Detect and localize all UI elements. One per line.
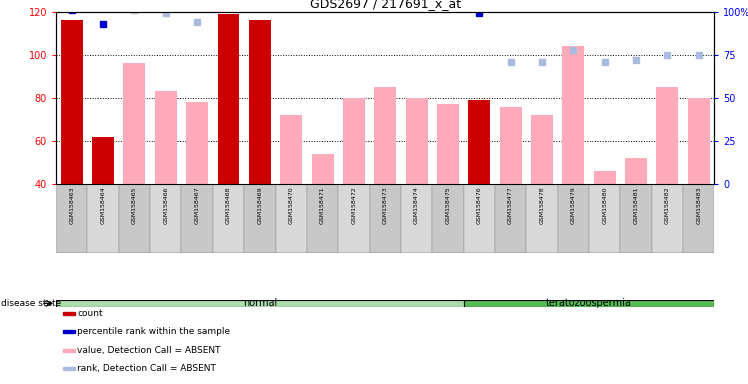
Text: GSM158478: GSM158478 (539, 186, 545, 224)
Text: GSM158466: GSM158466 (163, 186, 168, 224)
Bar (656, 87, 678, 184)
Bar (119, 184, 150, 253)
Bar (495, 184, 527, 253)
Text: GSM158481: GSM158481 (634, 186, 639, 224)
Bar (244, 184, 275, 253)
Text: GSM158472: GSM158472 (352, 186, 356, 224)
Bar (594, 171, 616, 184)
Bar (56, 184, 88, 253)
Bar (652, 184, 683, 253)
Bar (432, 184, 464, 253)
Text: GSM158467: GSM158467 (194, 186, 200, 224)
Text: GSM158470: GSM158470 (289, 186, 294, 224)
Text: disease state: disease state (1, 299, 62, 308)
Bar (182, 184, 213, 253)
Text: GSM158476: GSM158476 (476, 186, 482, 224)
Bar (213, 184, 244, 253)
Text: GSM158483: GSM158483 (696, 186, 701, 224)
Text: rank, Detection Call = ABSENT: rank, Detection Call = ABSENT (77, 364, 216, 373)
Bar (88, 184, 119, 253)
Text: GSM158468: GSM158468 (226, 186, 231, 224)
Bar (123, 63, 145, 184)
Bar (401, 184, 432, 253)
Bar (307, 184, 338, 253)
Bar (437, 104, 459, 184)
Bar (150, 184, 182, 253)
Bar (531, 115, 553, 184)
Text: GSM158475: GSM158475 (445, 186, 450, 224)
Bar (405, 98, 428, 184)
Text: percentile rank within the sample: percentile rank within the sample (77, 327, 230, 336)
Bar (218, 14, 239, 184)
Bar (63, 312, 75, 315)
Text: GSM158482: GSM158482 (665, 186, 669, 224)
Bar (63, 349, 75, 352)
Bar (468, 100, 490, 184)
Text: count: count (77, 309, 102, 318)
Text: GSM158471: GSM158471 (320, 186, 325, 224)
Text: GSM158477: GSM158477 (508, 186, 513, 224)
Bar (63, 330, 75, 333)
Text: normal: normal (242, 298, 277, 308)
Bar (338, 184, 370, 253)
Text: GSM158465: GSM158465 (132, 186, 137, 224)
Text: GSM158463: GSM158463 (70, 186, 74, 224)
Bar (280, 115, 302, 184)
Bar (557, 184, 589, 253)
Bar (625, 158, 647, 184)
Bar (683, 184, 714, 253)
Bar (464, 184, 495, 253)
Title: GDS2697 / 217691_x_at: GDS2697 / 217691_x_at (310, 0, 461, 10)
Bar (186, 102, 208, 184)
Bar (343, 98, 365, 184)
Bar (527, 184, 557, 253)
Text: GSM158473: GSM158473 (383, 186, 387, 224)
Bar (687, 98, 710, 184)
Bar (464, 300, 714, 307)
Text: GSM158479: GSM158479 (571, 186, 576, 224)
Text: GSM158469: GSM158469 (257, 186, 263, 224)
Bar (620, 184, 652, 253)
Bar (155, 91, 177, 184)
Text: value, Detection Call = ABSENT: value, Detection Call = ABSENT (77, 346, 221, 355)
Text: GSM158464: GSM158464 (101, 186, 105, 224)
Bar (63, 367, 75, 370)
Text: GSM158480: GSM158480 (602, 186, 607, 224)
Bar (374, 87, 396, 184)
Bar (56, 300, 464, 307)
Bar (370, 184, 401, 253)
Text: teratozoospermia: teratozoospermia (546, 298, 632, 308)
Bar (61, 20, 83, 184)
Bar (275, 184, 307, 253)
Bar (249, 20, 271, 184)
Bar (92, 137, 114, 184)
Bar (562, 46, 584, 184)
Text: GSM158474: GSM158474 (414, 186, 419, 224)
Bar (500, 107, 521, 184)
Bar (312, 154, 334, 184)
Bar (589, 184, 620, 253)
